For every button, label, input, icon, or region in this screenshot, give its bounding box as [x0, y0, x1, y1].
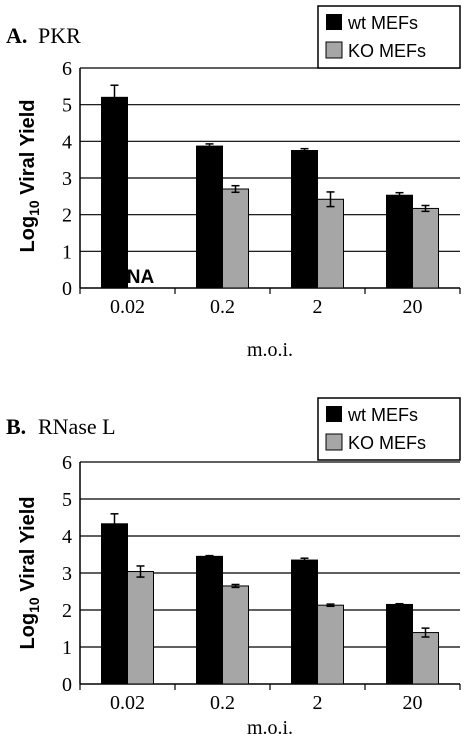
x-tick-label: 20 [403, 296, 423, 318]
y-tick-label: 0 [62, 278, 72, 300]
x-tick-label: 0.02 [110, 692, 145, 714]
legend-label-ko: KO MEFs [348, 433, 426, 453]
panel-b-chart: B. RNase L Log10 Viral Yield 0 1 2 3 4 5 6 0.02… [6, 397, 461, 739]
y-tick-label: 4 [62, 131, 72, 153]
panel-title: RNase L [38, 414, 116, 439]
x-axis-label: m.o.i. [247, 339, 293, 361]
bar-wt [101, 96, 128, 289]
x-tick-label: 2 [313, 296, 323, 318]
bar-wt [291, 150, 318, 289]
bar-ko [222, 188, 249, 289]
y-axis-label: Log10 Viral Yield [17, 496, 42, 649]
y-tick-label: 2 [62, 205, 72, 227]
y-tick-label: 6 [62, 58, 72, 80]
bar-ko [222, 585, 249, 685]
bar-ko [412, 207, 439, 289]
bar-ko [317, 604, 344, 685]
panel-letter: A. [6, 23, 27, 48]
legend: wt MEFs KO MEFs [317, 397, 461, 461]
y-tick-label: 0 [62, 674, 72, 696]
panel-a-chart: A. PKR Log10 Viral Yield 0 1 2 3 4 5 6 0.02 0.2 2… [6, 5, 461, 361]
na-annotation: NA [127, 267, 155, 288]
bar-wt [196, 555, 223, 685]
legend-swatch-ko [325, 41, 343, 59]
legend-label-wt: wt MEFs [347, 405, 418, 425]
bar-wt [101, 523, 128, 685]
x-tick-label: 2 [313, 692, 323, 714]
bar-wt [386, 194, 413, 289]
y-tick-label: 5 [62, 489, 72, 511]
x-tick-label: 0.2 [210, 296, 235, 318]
x-tick-label: 20 [403, 692, 423, 714]
legend-swatch-wt [326, 14, 342, 30]
y-tick-label: 3 [62, 168, 72, 190]
y-tick-label: 4 [62, 526, 72, 548]
y-tick-label: 3 [62, 563, 72, 585]
legend-label-wt: wt MEFs [347, 13, 418, 33]
x-tick-label: 0.02 [110, 296, 145, 318]
panel-title: PKR [38, 23, 81, 48]
y-tick-label: 2 [62, 600, 72, 622]
legend-label-ko: KO MEFs [348, 41, 426, 61]
bar-wt [291, 559, 318, 685]
bar-wt [386, 603, 413, 685]
y-axis-label: Log10 Viral Yield [17, 99, 42, 252]
bar-ko [317, 198, 344, 289]
bar-ko [127, 571, 154, 685]
y-tick-label: 6 [62, 452, 72, 474]
x-tick-label: 0.2 [210, 692, 235, 714]
legend-swatch-wt [326, 406, 342, 422]
y-tick-label: 1 [62, 241, 72, 263]
y-tick-label: 1 [62, 637, 72, 659]
panel-letter: B. [6, 414, 26, 439]
y-tick-label: 5 [62, 95, 72, 117]
x-axis-label: m.o.i. [247, 717, 293, 739]
legend-swatch-ko [325, 433, 343, 451]
bar-ko [412, 632, 439, 685]
bar-wt [196, 145, 223, 289]
legend: wt MEFs KO MEFs [317, 5, 461, 69]
